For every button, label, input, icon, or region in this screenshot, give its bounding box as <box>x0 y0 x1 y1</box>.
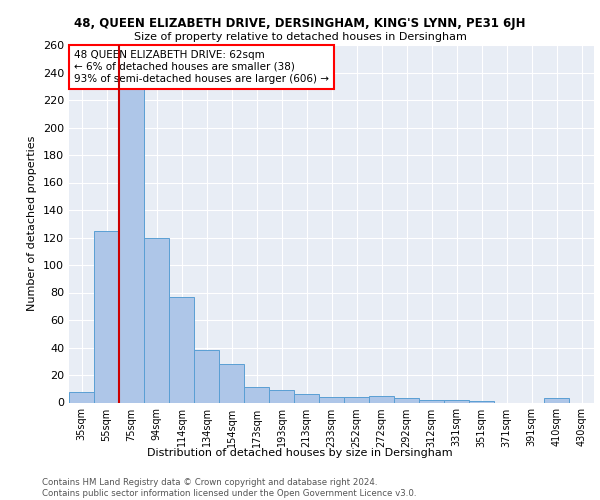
Bar <box>219 364 244 403</box>
Bar <box>244 388 269 402</box>
Text: 48, QUEEN ELIZABETH DRIVE, DERSINGHAM, KING'S LYNN, PE31 6JH: 48, QUEEN ELIZABETH DRIVE, DERSINGHAM, K… <box>74 18 526 30</box>
Bar <box>419 400 444 402</box>
Bar <box>444 400 469 402</box>
Y-axis label: Number of detached properties: Number of detached properties <box>28 136 37 312</box>
Bar <box>344 397 369 402</box>
Text: 48 QUEEN ELIZABETH DRIVE: 62sqm
← 6% of detached houses are smaller (38)
93% of : 48 QUEEN ELIZABETH DRIVE: 62sqm ← 6% of … <box>74 50 329 84</box>
Bar <box>369 396 394 402</box>
Bar <box>119 89 144 402</box>
Bar <box>144 238 169 402</box>
Bar <box>94 230 119 402</box>
Bar <box>69 392 94 402</box>
Bar <box>544 398 569 402</box>
Bar <box>394 398 419 402</box>
Bar <box>469 401 494 402</box>
Text: Contains HM Land Registry data © Crown copyright and database right 2024.
Contai: Contains HM Land Registry data © Crown c… <box>42 478 416 498</box>
Bar <box>169 296 194 403</box>
Bar <box>269 390 294 402</box>
Bar <box>319 397 344 402</box>
Bar <box>294 394 319 402</box>
Text: Size of property relative to detached houses in Dersingham: Size of property relative to detached ho… <box>134 32 466 42</box>
Text: Distribution of detached houses by size in Dersingham: Distribution of detached houses by size … <box>147 448 453 458</box>
Bar <box>194 350 219 403</box>
